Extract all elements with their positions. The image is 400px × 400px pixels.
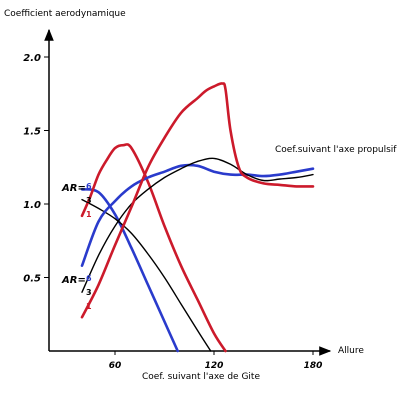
ar-label-upper: AR= [61, 183, 86, 194]
axis-ticks: 0.5 1.0 1.5 2.0 60 120 180 [23, 53, 322, 371]
y-tick-label: 2.0 [23, 53, 41, 64]
ar-label-lower: AR= [61, 275, 86, 286]
y-tick-label: 0.5 [23, 274, 41, 285]
x-tick-label: 120 [205, 361, 224, 371]
x-axis-label: Allure [338, 346, 364, 356]
ar-value-gite-1: 1 [86, 302, 92, 311]
series-line-gite-ar3 [81, 198, 212, 352]
annotation-propulsif: Coef.suivant l'axe propulsif [275, 145, 397, 155]
x-tick-label: 60 [109, 361, 122, 371]
series-line-gite-ar6 [80, 188, 179, 353]
ar-value-gite-3: 3 [86, 288, 92, 297]
ar-value-gite-6: 6 [86, 274, 92, 283]
series-line-propulsif-ar1 [80, 82, 315, 319]
annotation-gite: Coef. suivant l'axe de Gite [142, 372, 260, 382]
series-line-propulsif-ar3 [81, 157, 314, 293]
series-line-gite-ar1 [80, 143, 227, 353]
ar-value-propulsif-6: 6 [86, 182, 92, 191]
series-lines [80, 82, 315, 353]
y-tick-label: 1.5 [23, 127, 41, 138]
ar-value-propulsif-1: 1 [86, 210, 92, 219]
y-axis-label: Coefficient aerodynamique [4, 9, 126, 19]
y-tick-label: 1.0 [23, 200, 41, 211]
series-line-propulsif-ar6 [80, 163, 315, 267]
ar-numbers: 6 3 1 6 3 1 [86, 182, 92, 311]
x-tick-label: 180 [304, 361, 323, 371]
ar-value-propulsif-3: 3 [86, 196, 92, 205]
